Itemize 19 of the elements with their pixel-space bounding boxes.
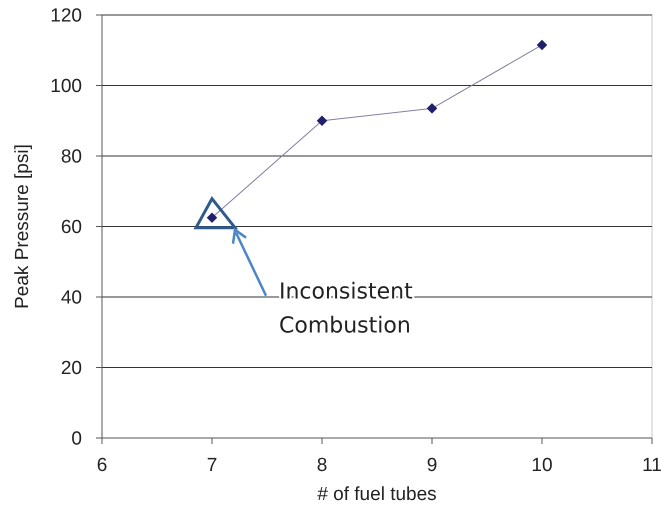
x-tick-label: 11 (642, 455, 661, 476)
x-tick-label: 6 (96, 455, 108, 476)
y-tick-label: 0 (71, 428, 82, 450)
point (206, 212, 218, 223)
point (536, 40, 548, 50)
y-tick-label: 80 (60, 146, 82, 168)
y-tick-label: 60 (60, 217, 82, 238)
y-tick-label: 40 (60, 288, 82, 309)
y-tick-label: 120 (50, 6, 82, 27)
x-tick-label: 9 (426, 455, 438, 476)
point (316, 116, 328, 126)
y-tick-label: 100 (50, 76, 82, 98)
x-tick-label: 7 (206, 455, 218, 476)
x-tick-label: 8 (316, 455, 328, 476)
x-axis-title: # of fuel tubes (317, 484, 437, 505)
x-tick-label: 10 (531, 455, 553, 476)
point (426, 103, 438, 114)
y-tick-label: 20 (60, 358, 82, 380)
y-axis-title: Peak Pressure [psi] (12, 144, 33, 309)
